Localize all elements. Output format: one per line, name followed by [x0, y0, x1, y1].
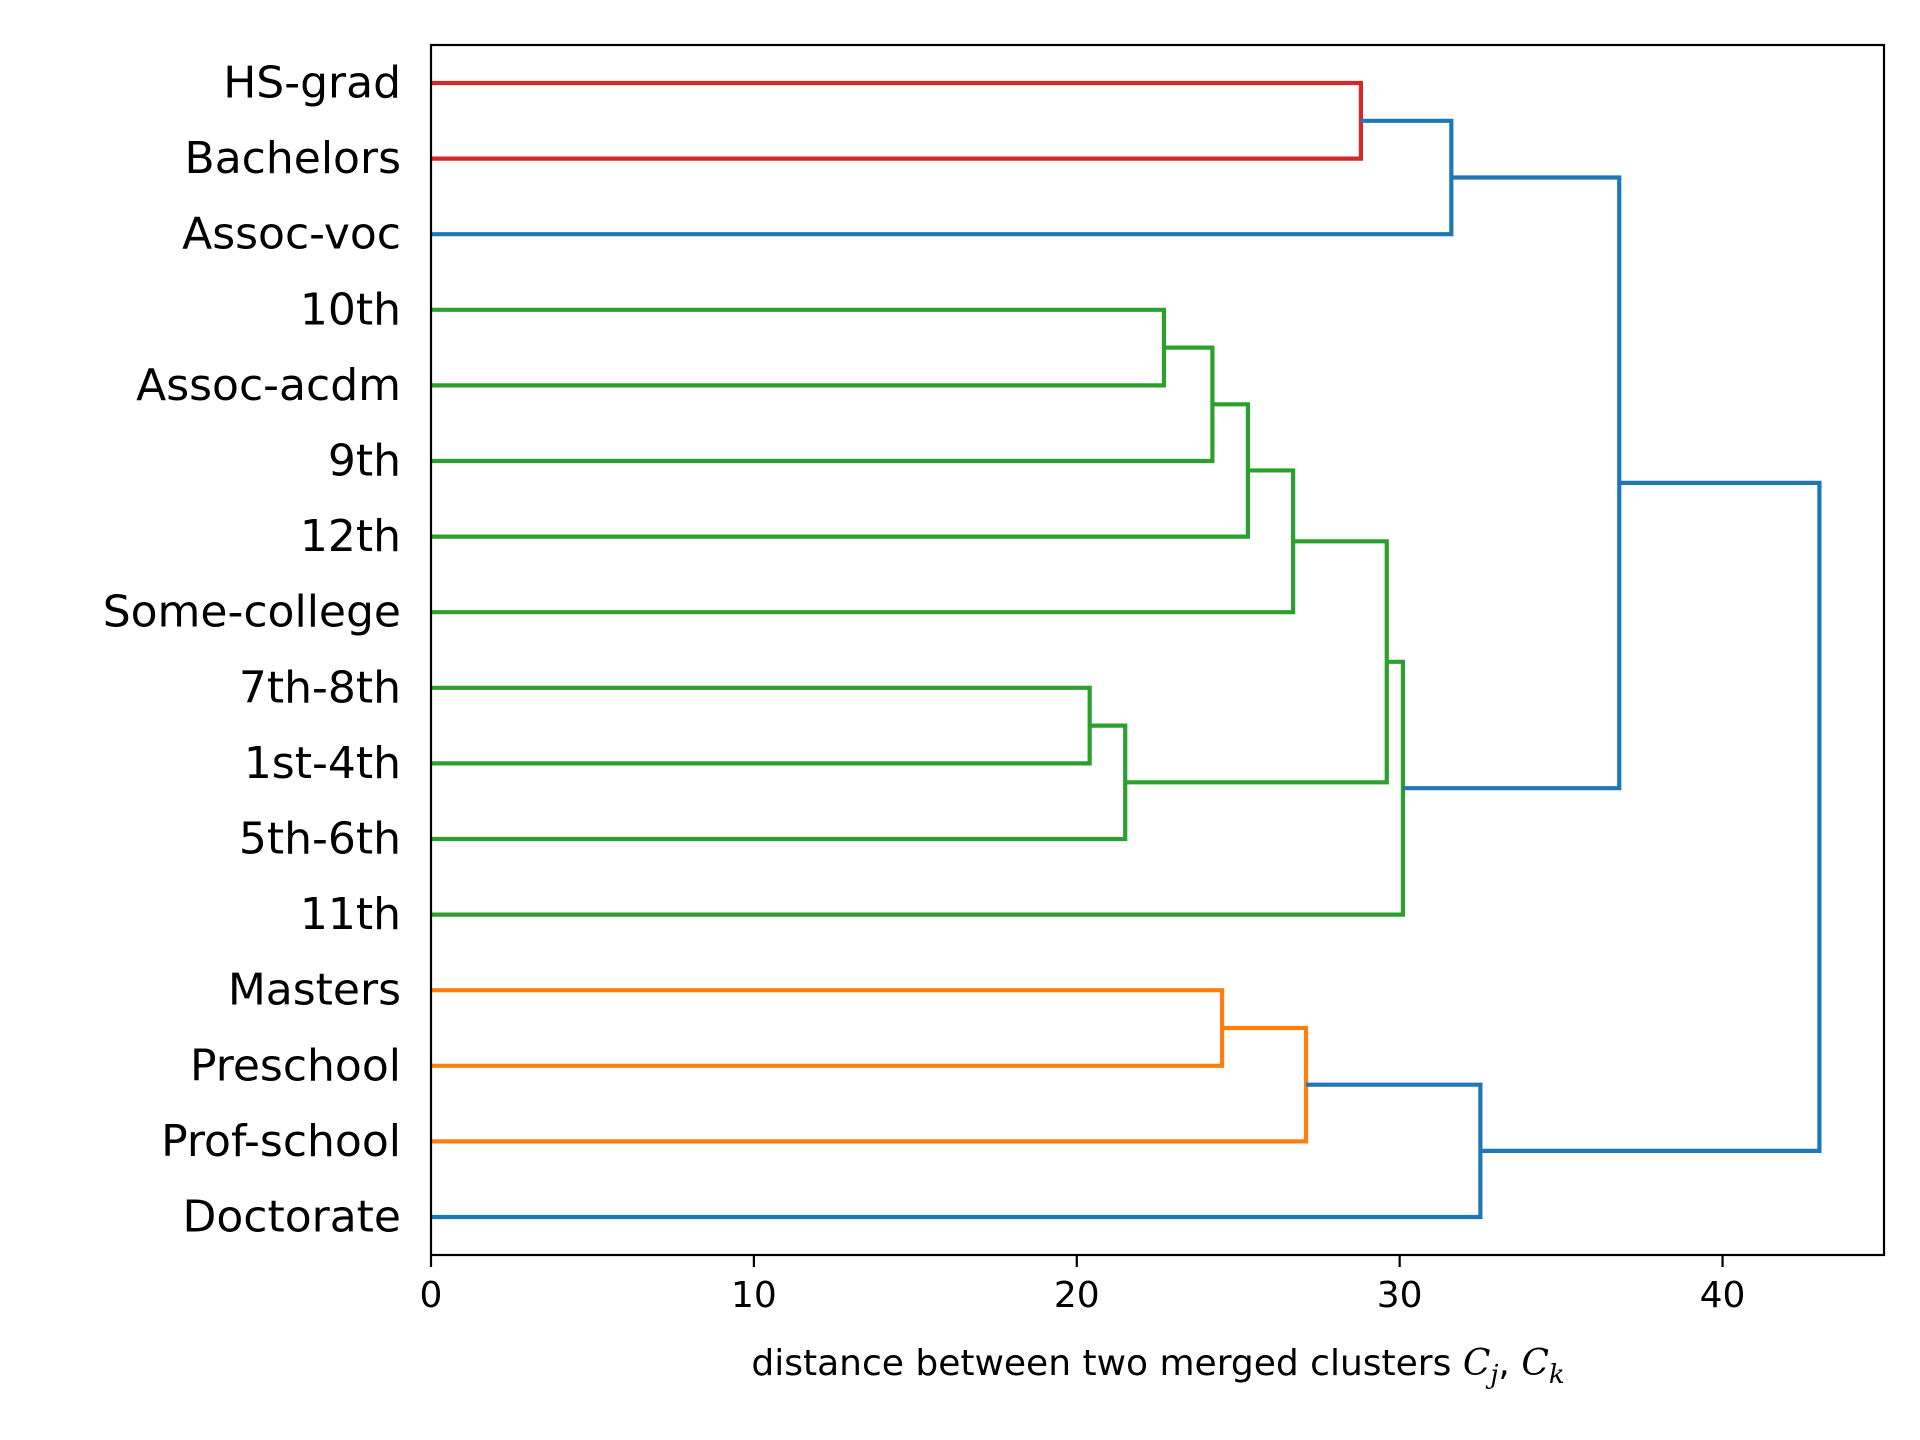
x-tick-label-20: 20: [1054, 1275, 1100, 1316]
dendrogram-link-m1-assoc-voc: [431, 118, 1454, 237]
x-axis-label: distance between two merged clusters Cj,…: [751, 1343, 1564, 1390]
dendrogram-link-m7-5th-6th: [431, 723, 1128, 842]
dendrogram-link-hs-grad-bachelors: [431, 80, 1364, 161]
leaf-label-prof-school: Prof-school: [161, 1116, 401, 1167]
dendrogram-links: [431, 80, 1822, 1220]
leaf-label-preschool: Preschool: [190, 1040, 401, 1091]
leaf-label-11th: 11th: [300, 889, 401, 940]
dendrogram-link-10th-assoc-acdm: [431, 307, 1167, 388]
leaf-labels: HS-grad Bachelors Assoc-voc 10th Assoc-acdm 9…: [103, 58, 401, 1243]
leaf-label-doctorate: Doctorate: [182, 1192, 401, 1243]
dendrogram-link-m9-11th: [431, 659, 1405, 917]
leaf-label-5th-6th: 5th-6th: [239, 814, 401, 865]
x-tick-label-10: 10: [731, 1275, 777, 1316]
dendrogram-link-m13-doctorate: [431, 1082, 1483, 1220]
leaf-label-masters: Masters: [228, 965, 401, 1016]
x-tick-label-40: 40: [1700, 1275, 1746, 1316]
leaf-label-7th-8th: 7th-8th: [239, 662, 401, 713]
dendrogram-link-masters-preschool: [431, 988, 1225, 1068]
leaf-label-some-college: Some-college: [103, 587, 401, 638]
leaf-label-10th: 10th: [300, 284, 401, 335]
plot-frame: [429, 43, 1886, 1257]
dendrogram-link-7th-8th-1st-4th: [431, 685, 1092, 766]
dendrogram-link-m5-some-college: [431, 468, 1296, 615]
x-tick-label-30: 30: [1377, 1275, 1423, 1316]
dendrogram-link-m6-m8: [1125, 539, 1389, 785]
leaf-label-hs-grad: HS-grad: [223, 58, 401, 109]
leaf-label-9th: 9th: [328, 436, 401, 487]
leaf-label-1st-4th: 1st-4th: [244, 738, 401, 789]
x-tick-label-0: 0: [420, 1275, 443, 1316]
x-axis-ticks: 0 10 20 30 40: [420, 1255, 1746, 1316]
leaf-label-12th: 12th: [300, 511, 401, 562]
leaf-label-assoc-acdm: Assoc-acdm: [136, 360, 401, 411]
leaf-label-bachelors: Bachelors: [185, 133, 401, 184]
dendrogram-link-m2-m10: [1402, 175, 1622, 791]
dendrogram-link-m12-prof-school: [431, 1025, 1309, 1144]
dendrogram-link-m11-m14: [1480, 480, 1822, 1153]
dendrogram-link-m4-12th: [431, 402, 1251, 539]
leaf-label-assoc-voc: Assoc-voc: [182, 209, 401, 260]
dendrogram-link-m3-9th: [431, 345, 1215, 464]
